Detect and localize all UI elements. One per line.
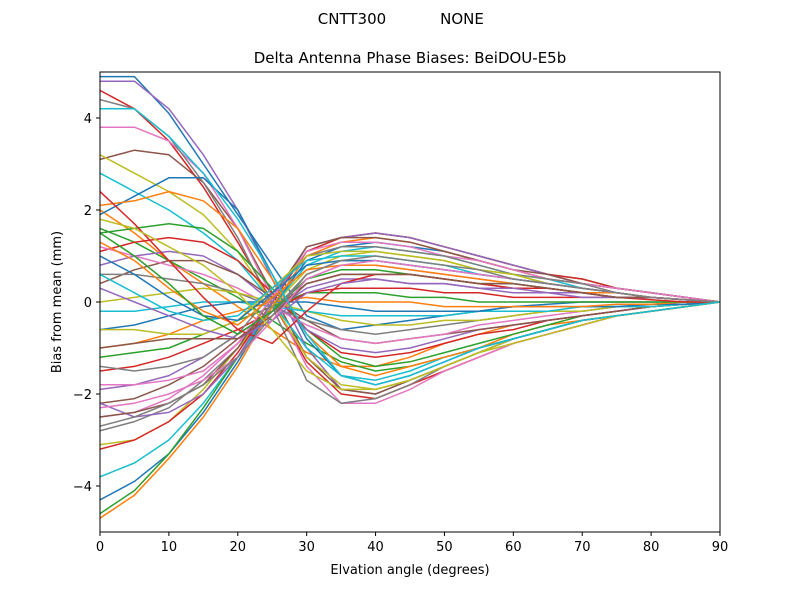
x-tick-label: 20 — [230, 540, 247, 555]
y-tick-label: 4 — [84, 112, 92, 127]
suptitle-station: CNTT300 — [318, 10, 386, 28]
x-tick-label: 0 — [96, 540, 104, 555]
series-line-s46 — [100, 273, 720, 349]
x-axis-ticks: 0 10 20 30 40 50 60 70 80 90 — [96, 532, 728, 555]
y-tick-label: 2 — [84, 204, 92, 219]
y-tick-label: −4 — [73, 480, 92, 495]
x-tick-label: 60 — [505, 540, 522, 555]
suptitle-model: NONE — [440, 10, 484, 28]
series-line-s50 — [100, 108, 720, 386]
y-axis-label: Bias from mean (mm) — [50, 231, 65, 373]
y-tick-label: 0 — [84, 296, 92, 311]
x-tick-label: 50 — [436, 540, 453, 555]
series-lines — [100, 75, 720, 519]
series-line-s21 — [100, 301, 720, 331]
x-tick-label: 80 — [643, 540, 660, 555]
chart-title: Delta Antenna Phase Biases: BeiDOU-E5b — [254, 49, 567, 67]
x-tick-label: 70 — [574, 540, 591, 555]
x-axis-label: Elvation angle (degrees) — [330, 563, 489, 578]
y-tick-label: −2 — [73, 388, 92, 403]
x-tick-label: 10 — [161, 540, 178, 555]
series-line-s48 — [100, 255, 720, 427]
x-tick-label: 40 — [367, 540, 384, 555]
x-tick-label: 90 — [712, 540, 729, 555]
series-line-s37 — [100, 241, 720, 386]
y-axis-ticks: −4 −2 0 2 4 — [73, 112, 100, 495]
x-tick-label: 30 — [298, 540, 315, 555]
